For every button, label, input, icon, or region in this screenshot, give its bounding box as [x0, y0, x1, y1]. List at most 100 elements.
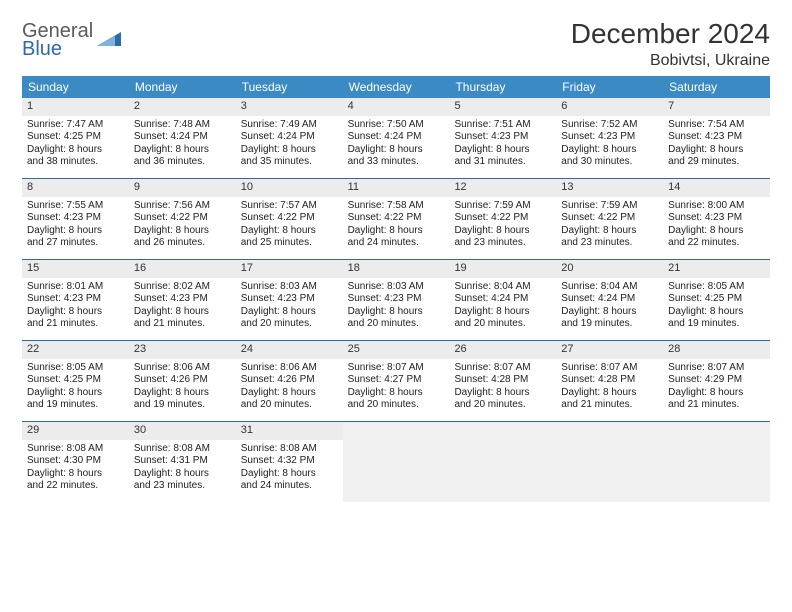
- calendar: SundayMondayTuesdayWednesdayThursdayFrid…: [22, 76, 770, 502]
- day-info-line: Sunset: 4:23 PM: [668, 131, 765, 144]
- day-info-line: Sunset: 4:24 PM: [561, 293, 658, 306]
- day-info-line: Daylight: 8 hours: [561, 225, 658, 238]
- empty-cell: [343, 422, 450, 502]
- day-info-line: and 20 minutes.: [454, 399, 551, 412]
- day-info-line: Daylight: 8 hours: [134, 387, 231, 400]
- day-cell: 7Sunrise: 7:54 AMSunset: 4:23 PMDaylight…: [663, 98, 770, 178]
- empty-cell: [663, 422, 770, 502]
- day-cell: 23Sunrise: 8:06 AMSunset: 4:26 PMDayligh…: [129, 341, 236, 421]
- day-info-line: and 21 minutes.: [134, 318, 231, 331]
- day-info-line: Daylight: 8 hours: [27, 144, 124, 157]
- day-info-line: Daylight: 8 hours: [668, 225, 765, 238]
- day-info-line: Daylight: 8 hours: [27, 306, 124, 319]
- month-title: December 2024: [571, 18, 770, 50]
- day-info-line: and 25 minutes.: [241, 237, 338, 250]
- day-info-line: Daylight: 8 hours: [241, 306, 338, 319]
- logo: General Blue: [22, 22, 123, 58]
- day-info-line: Daylight: 8 hours: [454, 144, 551, 157]
- day-number: 27: [556, 341, 663, 359]
- day-info-line: Sunrise: 7:49 AM: [241, 119, 338, 132]
- day-info-line: and 19 minutes.: [27, 399, 124, 412]
- day-number: 26: [449, 341, 556, 359]
- day-number: 6: [556, 98, 663, 116]
- day-cell: 9Sunrise: 7:56 AMSunset: 4:22 PMDaylight…: [129, 179, 236, 259]
- day-cell: 18Sunrise: 8:03 AMSunset: 4:23 PMDayligh…: [343, 260, 450, 340]
- day-info-line: and 20 minutes.: [241, 318, 338, 331]
- day-info-line: Sunset: 4:23 PM: [241, 293, 338, 306]
- day-info-line: and 21 minutes.: [561, 399, 658, 412]
- day-info-line: Sunset: 4:23 PM: [348, 293, 445, 306]
- day-info-line: Daylight: 8 hours: [241, 387, 338, 400]
- day-info-line: Daylight: 8 hours: [134, 306, 231, 319]
- day-info-line: Sunrise: 8:08 AM: [27, 443, 124, 456]
- day-info-line: and 35 minutes.: [241, 156, 338, 169]
- day-info-line: Sunrise: 7:54 AM: [668, 119, 765, 132]
- day-number: 13: [556, 179, 663, 197]
- day-cell: 22Sunrise: 8:05 AMSunset: 4:25 PMDayligh…: [22, 341, 129, 421]
- day-info-line: Daylight: 8 hours: [668, 306, 765, 319]
- day-info-line: Sunset: 4:23 PM: [134, 293, 231, 306]
- day-info-line: Daylight: 8 hours: [561, 144, 658, 157]
- weekday-header: SundayMondayTuesdayWednesdayThursdayFrid…: [22, 76, 770, 98]
- day-info-line: Sunrise: 7:57 AM: [241, 200, 338, 213]
- day-info-line: Sunset: 4:23 PM: [27, 293, 124, 306]
- day-info-line: Sunset: 4:28 PM: [561, 374, 658, 387]
- day-cell: 17Sunrise: 8:03 AMSunset: 4:23 PMDayligh…: [236, 260, 343, 340]
- day-info-line: Sunrise: 7:56 AM: [134, 200, 231, 213]
- logo-triangle-icon: [97, 28, 123, 53]
- day-number: 10: [236, 179, 343, 197]
- day-info-line: Sunrise: 7:50 AM: [348, 119, 445, 132]
- day-number: 8: [22, 179, 129, 197]
- week-row: 29Sunrise: 8:08 AMSunset: 4:30 PMDayligh…: [22, 421, 770, 502]
- day-info-line: Daylight: 8 hours: [241, 468, 338, 481]
- day-info-line: Daylight: 8 hours: [454, 306, 551, 319]
- day-cell: 21Sunrise: 8:05 AMSunset: 4:25 PMDayligh…: [663, 260, 770, 340]
- day-cell: 27Sunrise: 8:07 AMSunset: 4:28 PMDayligh…: [556, 341, 663, 421]
- day-info-line: Sunset: 4:26 PM: [134, 374, 231, 387]
- weekday-label: Sunday: [22, 76, 129, 98]
- day-info-line: Sunrise: 8:05 AM: [668, 281, 765, 294]
- week-row: 1Sunrise: 7:47 AMSunset: 4:25 PMDaylight…: [22, 98, 770, 178]
- day-info-line: Sunrise: 7:59 AM: [561, 200, 658, 213]
- empty-cell: [556, 422, 663, 502]
- day-info-line: Sunrise: 8:03 AM: [348, 281, 445, 294]
- empty-cell: [449, 422, 556, 502]
- day-info-line: and 20 minutes.: [348, 399, 445, 412]
- day-info-line: and 19 minutes.: [561, 318, 658, 331]
- weekday-label: Saturday: [663, 76, 770, 98]
- day-info-line: and 38 minutes.: [27, 156, 124, 169]
- day-cell: 14Sunrise: 8:00 AMSunset: 4:23 PMDayligh…: [663, 179, 770, 259]
- day-info-line: and 26 minutes.: [134, 237, 231, 250]
- day-number: 9: [129, 179, 236, 197]
- day-info-line: Sunrise: 8:08 AM: [134, 443, 231, 456]
- day-cell: 26Sunrise: 8:07 AMSunset: 4:28 PMDayligh…: [449, 341, 556, 421]
- day-cell: 1Sunrise: 7:47 AMSunset: 4:25 PMDaylight…: [22, 98, 129, 178]
- day-number: 2: [129, 98, 236, 116]
- day-number: 17: [236, 260, 343, 278]
- day-number: 28: [663, 341, 770, 359]
- day-info-line: Sunrise: 8:08 AM: [241, 443, 338, 456]
- weekday-label: Thursday: [449, 76, 556, 98]
- day-info-line: and 21 minutes.: [668, 399, 765, 412]
- day-number: 22: [22, 341, 129, 359]
- day-info-line: Sunset: 4:22 PM: [561, 212, 658, 225]
- day-info-line: Daylight: 8 hours: [348, 144, 445, 157]
- day-cell: 2Sunrise: 7:48 AMSunset: 4:24 PMDaylight…: [129, 98, 236, 178]
- day-cell: 16Sunrise: 8:02 AMSunset: 4:23 PMDayligh…: [129, 260, 236, 340]
- day-number: 7: [663, 98, 770, 116]
- day-info-line: Sunrise: 7:58 AM: [348, 200, 445, 213]
- day-info-line: Daylight: 8 hours: [27, 468, 124, 481]
- day-info-line: Sunrise: 8:06 AM: [241, 362, 338, 375]
- day-number: 4: [343, 98, 450, 116]
- day-number: 25: [343, 341, 450, 359]
- day-info-line: Sunset: 4:24 PM: [348, 131, 445, 144]
- day-info-line: Daylight: 8 hours: [454, 387, 551, 400]
- day-info-line: and 19 minutes.: [134, 399, 231, 412]
- day-info-line: Sunset: 4:23 PM: [454, 131, 551, 144]
- day-info-line: Sunrise: 7:47 AM: [27, 119, 124, 132]
- day-cell: 12Sunrise: 7:59 AMSunset: 4:22 PMDayligh…: [449, 179, 556, 259]
- day-info-line: Daylight: 8 hours: [134, 144, 231, 157]
- weekday-label: Wednesday: [343, 76, 450, 98]
- day-info-line: and 33 minutes.: [348, 156, 445, 169]
- logo-line2: Blue: [22, 40, 93, 58]
